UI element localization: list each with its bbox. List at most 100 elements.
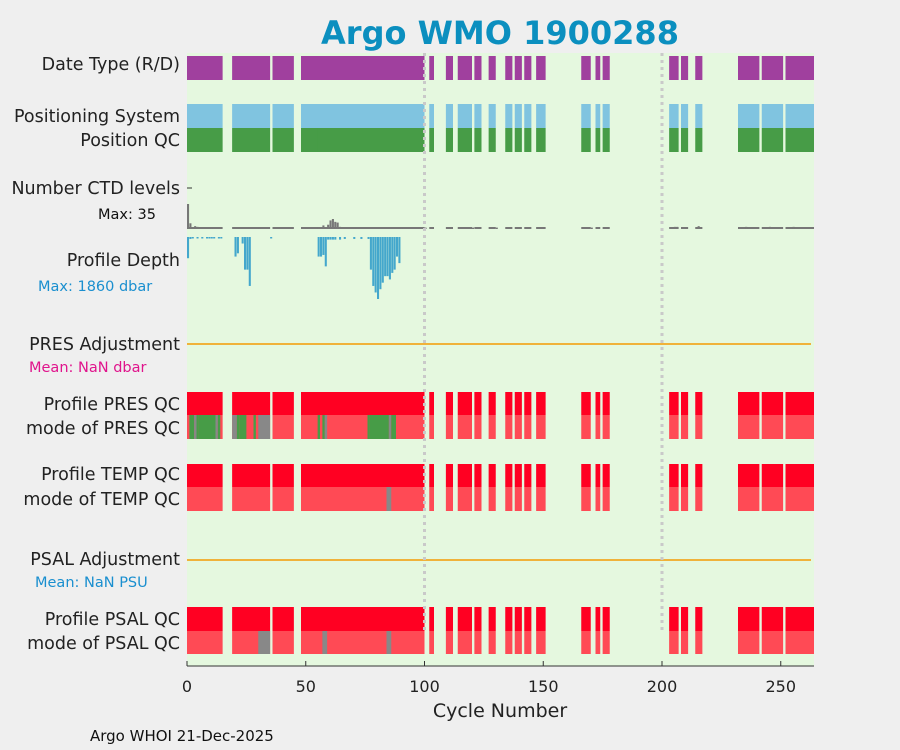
qc-band-segment <box>317 487 425 511</box>
profile-depth-bar <box>381 237 384 283</box>
qc-band-segment <box>505 464 513 487</box>
qc-band-segment <box>187 104 223 128</box>
ctd-level-bar <box>194 226 197 229</box>
x-tick-label: 0 <box>182 677 192 696</box>
levels-baseline <box>681 227 689 229</box>
qc-band-segment <box>301 464 323 487</box>
qc-band-segment <box>474 56 482 80</box>
ctd-level-bar <box>336 222 339 229</box>
qc-band-segment <box>301 631 323 654</box>
levels-baseline <box>595 227 601 229</box>
profile-depth-bar <box>396 237 399 257</box>
profile-depth-bar <box>210 237 213 239</box>
qc-band-segment <box>681 487 689 511</box>
qc-band-segment <box>272 415 294 439</box>
qc-band-segment <box>669 607 679 631</box>
levels-baseline <box>738 227 760 229</box>
qc-band-segment <box>681 415 689 439</box>
qc-band-segment <box>488 128 496 152</box>
qc-band-segment <box>761 607 784 631</box>
qc-band-segment <box>187 631 223 654</box>
qc-mode-override <box>232 415 237 439</box>
profile-depth-bar <box>248 237 251 286</box>
qc-band-segment <box>457 128 472 152</box>
qc-band-segment <box>595 631 601 654</box>
qc-band-segment <box>505 607 513 631</box>
qc-band-segment <box>602 128 610 152</box>
levels-baseline <box>317 227 425 229</box>
profile-depth-bar <box>244 237 247 270</box>
qc-band-segment <box>429 631 434 654</box>
profile-depth-bar <box>339 237 342 240</box>
qc-band-segment <box>785 56 814 80</box>
qc-band-segment <box>695 631 703 654</box>
qc-band-segment <box>595 415 601 439</box>
qc-band-segment <box>524 128 532 152</box>
qc-mode-override <box>215 415 218 439</box>
profile-depth-bar <box>369 237 372 270</box>
qc-band-segment <box>272 607 294 631</box>
qc-band-segment <box>669 128 679 152</box>
qc-band-segment <box>536 487 546 511</box>
ctd-level-bar <box>334 221 337 229</box>
row-label: Profile TEMP QC <box>41 465 180 485</box>
qc-band-segment <box>445 392 453 415</box>
qc-band-segment <box>514 56 522 80</box>
qc-band-segment <box>457 104 472 128</box>
qc-band-segment <box>785 464 814 487</box>
profile-depth-bar <box>213 237 216 239</box>
ctd-level-bar <box>353 227 356 229</box>
ctd-level-bar <box>331 219 334 229</box>
qc-band-segment <box>738 128 760 152</box>
qc-mode-override <box>324 415 328 439</box>
qc-band-segment <box>474 631 482 654</box>
qc-band-segment <box>187 464 223 487</box>
qc-band-segment <box>761 415 784 439</box>
levels-baseline <box>232 227 271 229</box>
qc-band-segment <box>595 607 601 631</box>
qc-band-segment <box>488 464 496 487</box>
qc-band-segment <box>602 56 610 80</box>
adjustment-mean-label: Mean: NaN dbar <box>29 360 146 376</box>
qc-band-segment <box>524 392 532 415</box>
qc-band-segment <box>681 56 689 80</box>
qc-mode-override <box>194 415 197 439</box>
qc-band-segment <box>301 56 323 80</box>
qc-band-segment <box>524 631 532 654</box>
ctd-level-bar <box>697 226 700 229</box>
qc-band-segment <box>445 56 453 80</box>
qc-mode-override <box>236 415 240 439</box>
qc-band-segment <box>445 607 453 631</box>
qc-band-segment <box>581 464 591 487</box>
qc-band-segment <box>536 464 546 487</box>
profile-depth-bar <box>353 237 356 239</box>
qc-band-segment <box>457 415 472 439</box>
levels-baseline <box>524 227 532 229</box>
qc-mode-override <box>258 631 271 654</box>
chart-marks <box>187 53 814 654</box>
qc-mode-override <box>369 415 389 439</box>
qc-mode-override <box>198 415 216 439</box>
profile-depth-bar <box>360 237 363 239</box>
qc-band-segment <box>695 392 703 415</box>
ctd-level-bar <box>187 204 190 229</box>
qc-band-segment <box>669 104 679 128</box>
levels-baseline <box>457 227 472 229</box>
profile-depth-bar <box>327 237 330 240</box>
ctd-level-bar <box>320 227 323 229</box>
qc-band-segment <box>581 392 591 415</box>
qc-band-segment <box>301 415 323 439</box>
qc-mode-override <box>388 415 392 439</box>
profile-depth-bar <box>241 237 244 244</box>
qc-band-segment <box>272 631 294 654</box>
qc-band-segment <box>785 104 814 128</box>
qc-band-segment <box>272 128 294 152</box>
qc-band-segment <box>524 487 532 511</box>
row-label: PRES Adjustment <box>29 335 180 355</box>
ctd-level-bar <box>792 226 795 229</box>
qc-band-segment <box>695 464 703 487</box>
profile-depth-bar <box>372 237 375 286</box>
qc-mode-override <box>244 415 247 439</box>
qc-band-segment <box>595 487 601 511</box>
